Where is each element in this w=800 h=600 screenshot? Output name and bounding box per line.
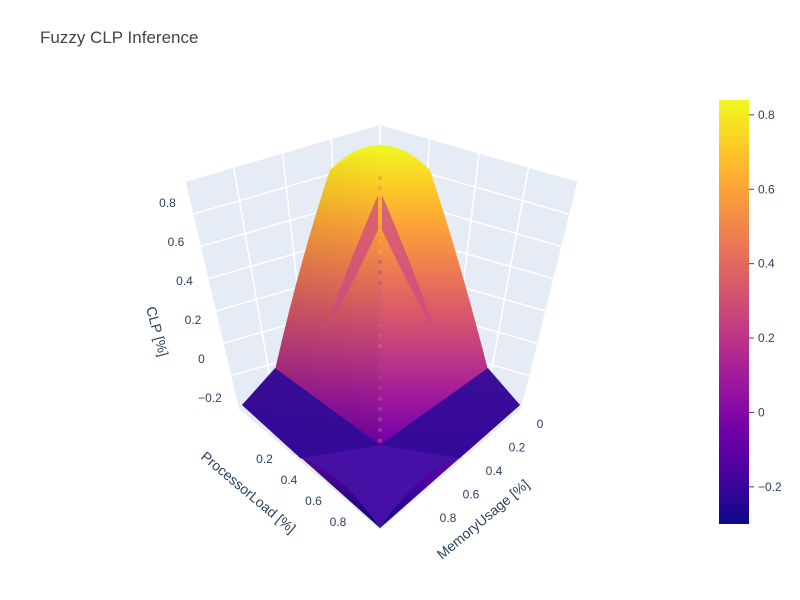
ridge-dot (378, 365, 382, 369)
z-axis-ticks: −0.2 0 0.2 0.4 0.6 0.8 (159, 196, 222, 405)
ridge-dot (378, 197, 382, 201)
ridge-dot (378, 260, 382, 264)
z-axis-title: CLP [%] (143, 305, 172, 359)
ridge-dot (378, 407, 382, 411)
y-axis-ticks: 0 0.2 0.4 0.6 0.8 (440, 417, 544, 525)
x-axis-ticks: 0.2 0.4 0.6 0.8 (256, 452, 347, 529)
ridge-dot (378, 291, 382, 296)
y-tick-label: 0.8 (440, 511, 457, 525)
x-axis-title: ProcessorLoad [%] (198, 448, 299, 536)
ridge-dot (378, 417, 382, 422)
ridge-dot (378, 218, 382, 222)
ridge-dot (378, 344, 382, 348)
colorbar-tick-label: −0.2 (758, 480, 782, 494)
ridge-dot (378, 186, 382, 191)
x-tick-label: 0.4 (281, 473, 298, 487)
surface-ridge-left (325, 195, 378, 330)
ridge-dot (378, 438, 382, 443)
chart-title: Fuzzy CLP Inference (40, 28, 199, 47)
ridge-dot (378, 207, 382, 212)
z-tick-label: 0 (198, 352, 205, 366)
z-tick-label: 0.8 (159, 196, 176, 210)
x-tick-label: 0.2 (256, 452, 273, 466)
z-tick-label: 0.4 (176, 274, 193, 288)
colorbar (719, 100, 749, 524)
center-ridge-dots (378, 176, 382, 443)
ridge-dot (378, 249, 382, 254)
ridge-dot (378, 302, 382, 306)
y-tick-label: 0.4 (486, 464, 503, 478)
ridge-dot (378, 396, 382, 401)
colorbar-tick-label: 0 (758, 405, 765, 419)
ridge-dot (378, 270, 382, 275)
z-tick-label: 0.2 (185, 313, 202, 327)
ridge-dot (378, 176, 382, 180)
colorbar-tick-label: 0.4 (758, 257, 775, 271)
surface-ridge-right (382, 195, 435, 330)
ridge-dot (378, 281, 382, 285)
ridge-dot (378, 239, 382, 243)
z-tick-label: −0.2 (198, 391, 222, 405)
y-tick-label: 0 (537, 417, 544, 431)
ridge-dot (378, 375, 382, 380)
surface-front-wedge (300, 445, 460, 528)
x-tick-label: 0.8 (330, 515, 347, 529)
ridge-dot (378, 354, 382, 359)
z-tick-label: 0.6 (168, 235, 185, 249)
ridge-dot (378, 323, 382, 327)
ridge-dot (378, 228, 382, 233)
colorbar-ticks: −0.2 0 0.2 0.4 0.6 0.8 (749, 108, 782, 494)
x-tick-label: 0.6 (305, 494, 322, 508)
ridge-dot (378, 428, 382, 432)
y-tick-label: 0.6 (463, 488, 480, 502)
ridge-dot (378, 312, 382, 317)
colorbar-tick-label: 0.8 (758, 108, 775, 122)
ridge-dot (378, 386, 382, 390)
y-tick-label: 0.2 (509, 441, 526, 455)
colorbar-tick-label: 0.6 (758, 182, 775, 196)
ridge-dot (378, 333, 382, 338)
colorbar-tick-label: 0.2 (758, 331, 775, 345)
